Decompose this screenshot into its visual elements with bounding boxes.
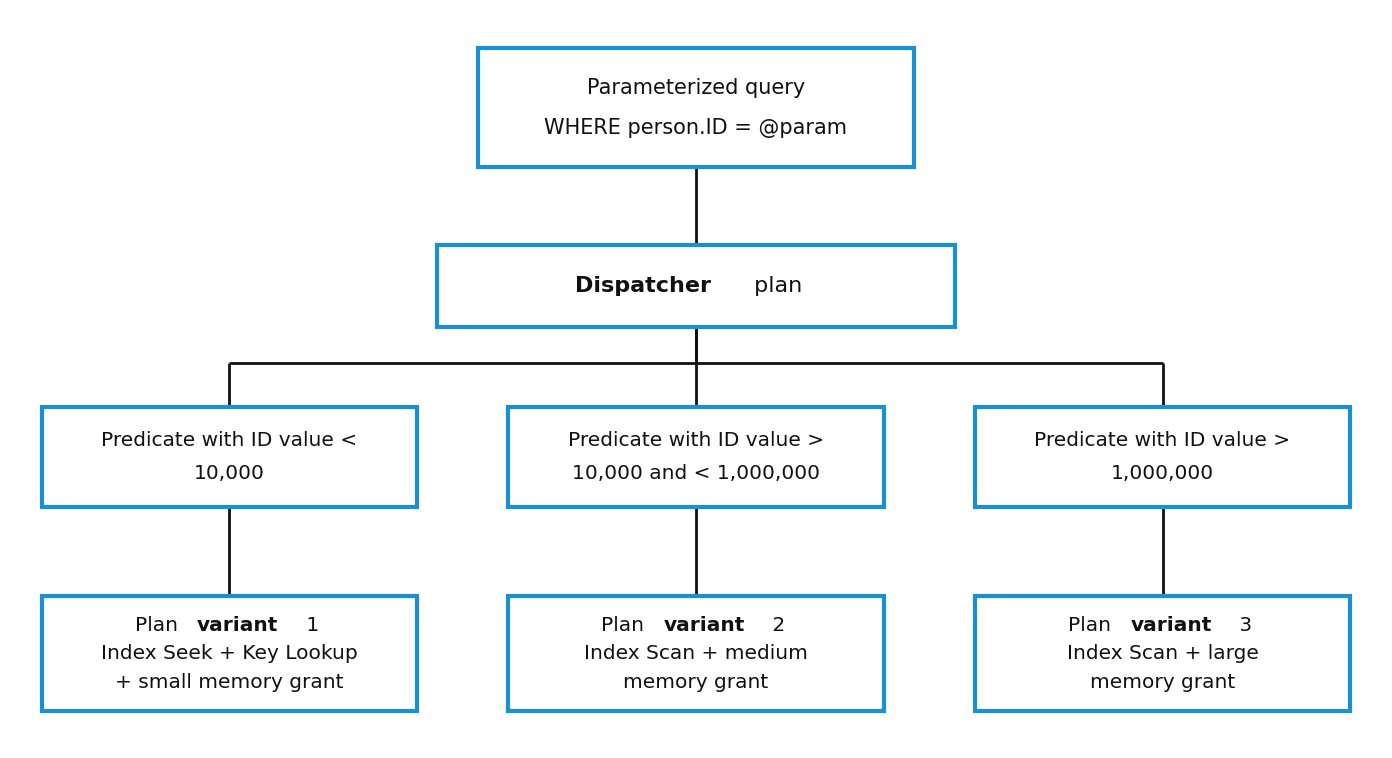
FancyBboxPatch shape [477, 49, 915, 168]
Text: Index Scan + large: Index Scan + large [1066, 644, 1258, 663]
Text: WHERE person.ID = @param: WHERE person.ID = @param [544, 117, 848, 138]
Text: 3: 3 [1233, 615, 1253, 634]
Text: plan: plan [748, 276, 802, 296]
Text: Parameterized query: Parameterized query [587, 78, 805, 98]
Text: Predicate with ID value >: Predicate with ID value > [568, 431, 824, 449]
Text: Predicate with ID value <: Predicate with ID value < [102, 431, 358, 449]
Text: Plan: Plan [1068, 615, 1118, 634]
FancyBboxPatch shape [974, 407, 1350, 507]
FancyBboxPatch shape [508, 407, 884, 507]
Text: variant: variant [1130, 615, 1211, 634]
Text: Dispatcher: Dispatcher [575, 276, 711, 296]
Text: memory grant: memory grant [624, 673, 768, 692]
Text: memory grant: memory grant [1090, 673, 1235, 692]
Text: + small memory grant: + small memory grant [116, 673, 344, 692]
Text: 10,000 and < 1,000,000: 10,000 and < 1,000,000 [572, 464, 820, 483]
Text: Plan: Plan [601, 615, 650, 634]
Text: 2: 2 [767, 615, 785, 634]
Text: Predicate with ID value >: Predicate with ID value > [1034, 431, 1290, 449]
Text: 1: 1 [299, 615, 319, 634]
Text: 10,000: 10,000 [193, 464, 264, 483]
Text: variant: variant [198, 615, 278, 634]
FancyBboxPatch shape [42, 597, 418, 712]
Text: 1,000,000: 1,000,000 [1111, 464, 1214, 483]
FancyBboxPatch shape [42, 407, 418, 507]
Text: Index Seek + Key Lookup: Index Seek + Key Lookup [102, 644, 358, 663]
Text: Index Scan + medium: Index Scan + medium [585, 644, 807, 663]
FancyBboxPatch shape [437, 246, 955, 327]
Text: Plan: Plan [135, 615, 184, 634]
FancyBboxPatch shape [508, 597, 884, 712]
Text: variant: variant [664, 615, 745, 634]
FancyBboxPatch shape [974, 597, 1350, 712]
